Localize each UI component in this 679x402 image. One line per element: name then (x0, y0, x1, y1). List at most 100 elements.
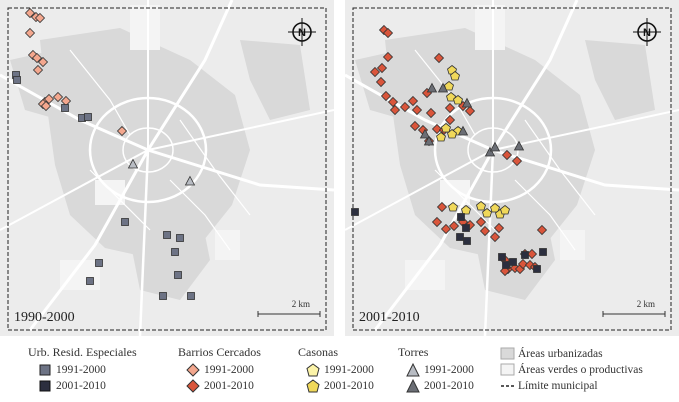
scale-label: 2 km (291, 299, 310, 309)
legend-label: 2001-2010 (204, 380, 254, 392)
pentagon-marker-icon (306, 363, 320, 377)
marker-u2 (351, 208, 359, 216)
legend-title: Torres (398, 345, 429, 359)
marker-t2 (426, 82, 438, 93)
north-label: N (298, 27, 306, 39)
scale-bar (602, 311, 666, 317)
green-areas (405, 5, 585, 290)
marker-t1 (184, 175, 196, 186)
marker-b2 (376, 62, 388, 74)
period-label: 1990-2000 (14, 310, 75, 325)
marker-b2 (517, 258, 529, 270)
marker-u1 (61, 104, 69, 112)
marker-u1 (159, 292, 167, 300)
pentagon-marker-icon (306, 379, 320, 393)
map-panel-2001-2010: N 2001-2010 2 km (345, 0, 679, 336)
legend-label: 1991-2000 (324, 364, 374, 376)
marker-b2 (382, 27, 394, 39)
legend-label: 2001-2010 (56, 380, 106, 392)
marker-c2 (444, 80, 454, 91)
marker-c2 (490, 202, 500, 213)
marker-b2 (411, 104, 423, 116)
marker-b1 (31, 52, 43, 64)
marker-b2 (375, 76, 387, 88)
marker-b2 (511, 155, 523, 167)
marker-u1 (171, 248, 179, 256)
marker-u2 (456, 233, 464, 241)
marker-b2 (444, 114, 456, 126)
marker-u1 (174, 271, 182, 279)
marker-b2 (407, 95, 419, 107)
scale-label: 2 km (636, 299, 655, 309)
marker-b2 (479, 225, 491, 237)
marker-b2 (369, 66, 381, 78)
square-marker-icon (39, 364, 51, 376)
diamond-marker-icon (186, 379, 200, 393)
marker-u2 (462, 224, 470, 232)
map-panel-1990-2000: N 1990-2000 2 km (0, 0, 334, 336)
marker-u2 (533, 265, 541, 273)
period-label: 2001-2010 (359, 310, 420, 325)
marker-t2 (461, 97, 473, 108)
marker-b2 (380, 90, 392, 102)
urban-areas (355, 28, 655, 300)
green-area-swatch-icon (500, 363, 515, 376)
legend-label: 1991-2000 (204, 364, 254, 376)
marker-b1 (37, 56, 49, 68)
marker-c2 (441, 122, 451, 133)
marker-u1 (86, 277, 94, 285)
marker-b1 (24, 27, 36, 39)
diamond-marker-icon (186, 363, 200, 377)
legend-label: Áreas urbanizadas (518, 348, 603, 360)
legend-group-torres: Torres 1991-2000 2001-2010 (398, 345, 498, 400)
marker-t2 (423, 135, 435, 146)
marker-b2 (431, 123, 443, 135)
marker-b2 (440, 223, 452, 235)
marker-b1 (24, 7, 36, 19)
marker-c2 (453, 94, 463, 105)
marker-b1 (116, 125, 128, 137)
legend-title: Casonas (298, 345, 338, 359)
north-label: N (643, 27, 651, 39)
square-marker-icon (39, 380, 51, 392)
marker-b2 (444, 102, 456, 114)
marker-u2 (521, 251, 529, 259)
legend-label: 1991-2000 (424, 364, 474, 376)
marker-b2 (448, 220, 460, 232)
marker-b2 (475, 216, 487, 228)
legend-label: Áreas verdes o productivas (518, 364, 643, 376)
marker-t2 (419, 128, 431, 139)
marker-u2 (457, 213, 465, 221)
triangle-marker-icon (406, 379, 420, 393)
point-markers (12, 7, 196, 300)
marker-t2 (437, 82, 449, 93)
marker-u1 (13, 76, 21, 84)
north-arrow: N (633, 18, 661, 46)
map-canvas-left: N (0, 0, 334, 336)
municipal-boundary (352, 7, 672, 331)
marker-t2 (513, 140, 525, 151)
marker-b2 (382, 51, 394, 63)
legend-title: Urb. Resid. Especiales (28, 345, 137, 359)
marker-b2 (501, 149, 513, 161)
marker-b1 (34, 12, 46, 24)
marker-u1 (187, 292, 195, 300)
marker-u1 (176, 234, 184, 242)
scale-bar (257, 311, 321, 317)
marker-u2 (463, 237, 471, 245)
marker-b1 (52, 91, 64, 103)
marker-t2 (489, 141, 501, 152)
marker-t1 (127, 158, 139, 169)
legend-group-barrios: Barrios Cercados 1991-2000 2001-2010 (178, 345, 298, 400)
marker-b2 (526, 248, 538, 260)
marker-b2 (409, 120, 421, 132)
marker-u1 (121, 218, 129, 226)
marker-u2 (539, 248, 547, 256)
legend-group-casonas: Casonas 1991-2000 2001-2010 (298, 345, 398, 400)
marker-b2 (436, 201, 448, 213)
marker-c2 (448, 201, 458, 212)
marker-c2 (482, 207, 492, 218)
triangle-marker-icon (406, 363, 420, 377)
marker-b2 (464, 105, 476, 117)
legend-label: 2001-2010 (424, 380, 474, 392)
